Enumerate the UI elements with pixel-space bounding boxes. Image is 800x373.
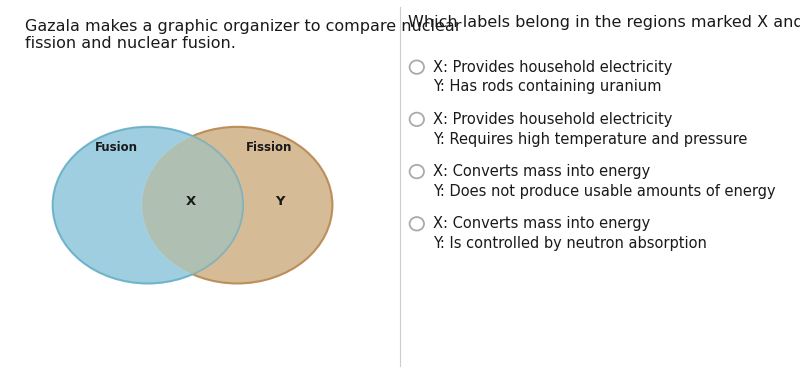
Text: Fusion: Fusion [94,141,138,154]
Text: Y: Has rods containing uranium: Y: Has rods containing uranium [433,79,662,94]
Text: Gazala makes a graphic organizer to compare nuclear
fission and nuclear fusion.: Gazala makes a graphic organizer to comp… [25,19,461,51]
Text: Y: Is controlled by neutron absorption: Y: Is controlled by neutron absorption [433,236,706,251]
Text: Which labels belong in the regions marked X and Y?: Which labels belong in the regions marke… [408,15,800,30]
Ellipse shape [142,127,333,283]
Text: Y: Does not produce usable amounts of energy: Y: Does not produce usable amounts of en… [433,184,775,199]
Text: X: Converts mass into energy: X: Converts mass into energy [433,216,650,231]
Text: Y: Y [275,195,285,208]
Text: Y: Requires high temperature and pressure: Y: Requires high temperature and pressur… [433,132,747,147]
Ellipse shape [142,127,333,283]
Ellipse shape [53,127,243,283]
Ellipse shape [53,127,243,283]
Text: Fission: Fission [246,141,292,154]
Text: X: Converts mass into energy: X: Converts mass into energy [433,164,650,179]
Text: X: X [186,195,196,208]
Text: X: Provides household electricity: X: Provides household electricity [433,112,672,127]
Text: X: Provides household electricity: X: Provides household electricity [433,60,672,75]
